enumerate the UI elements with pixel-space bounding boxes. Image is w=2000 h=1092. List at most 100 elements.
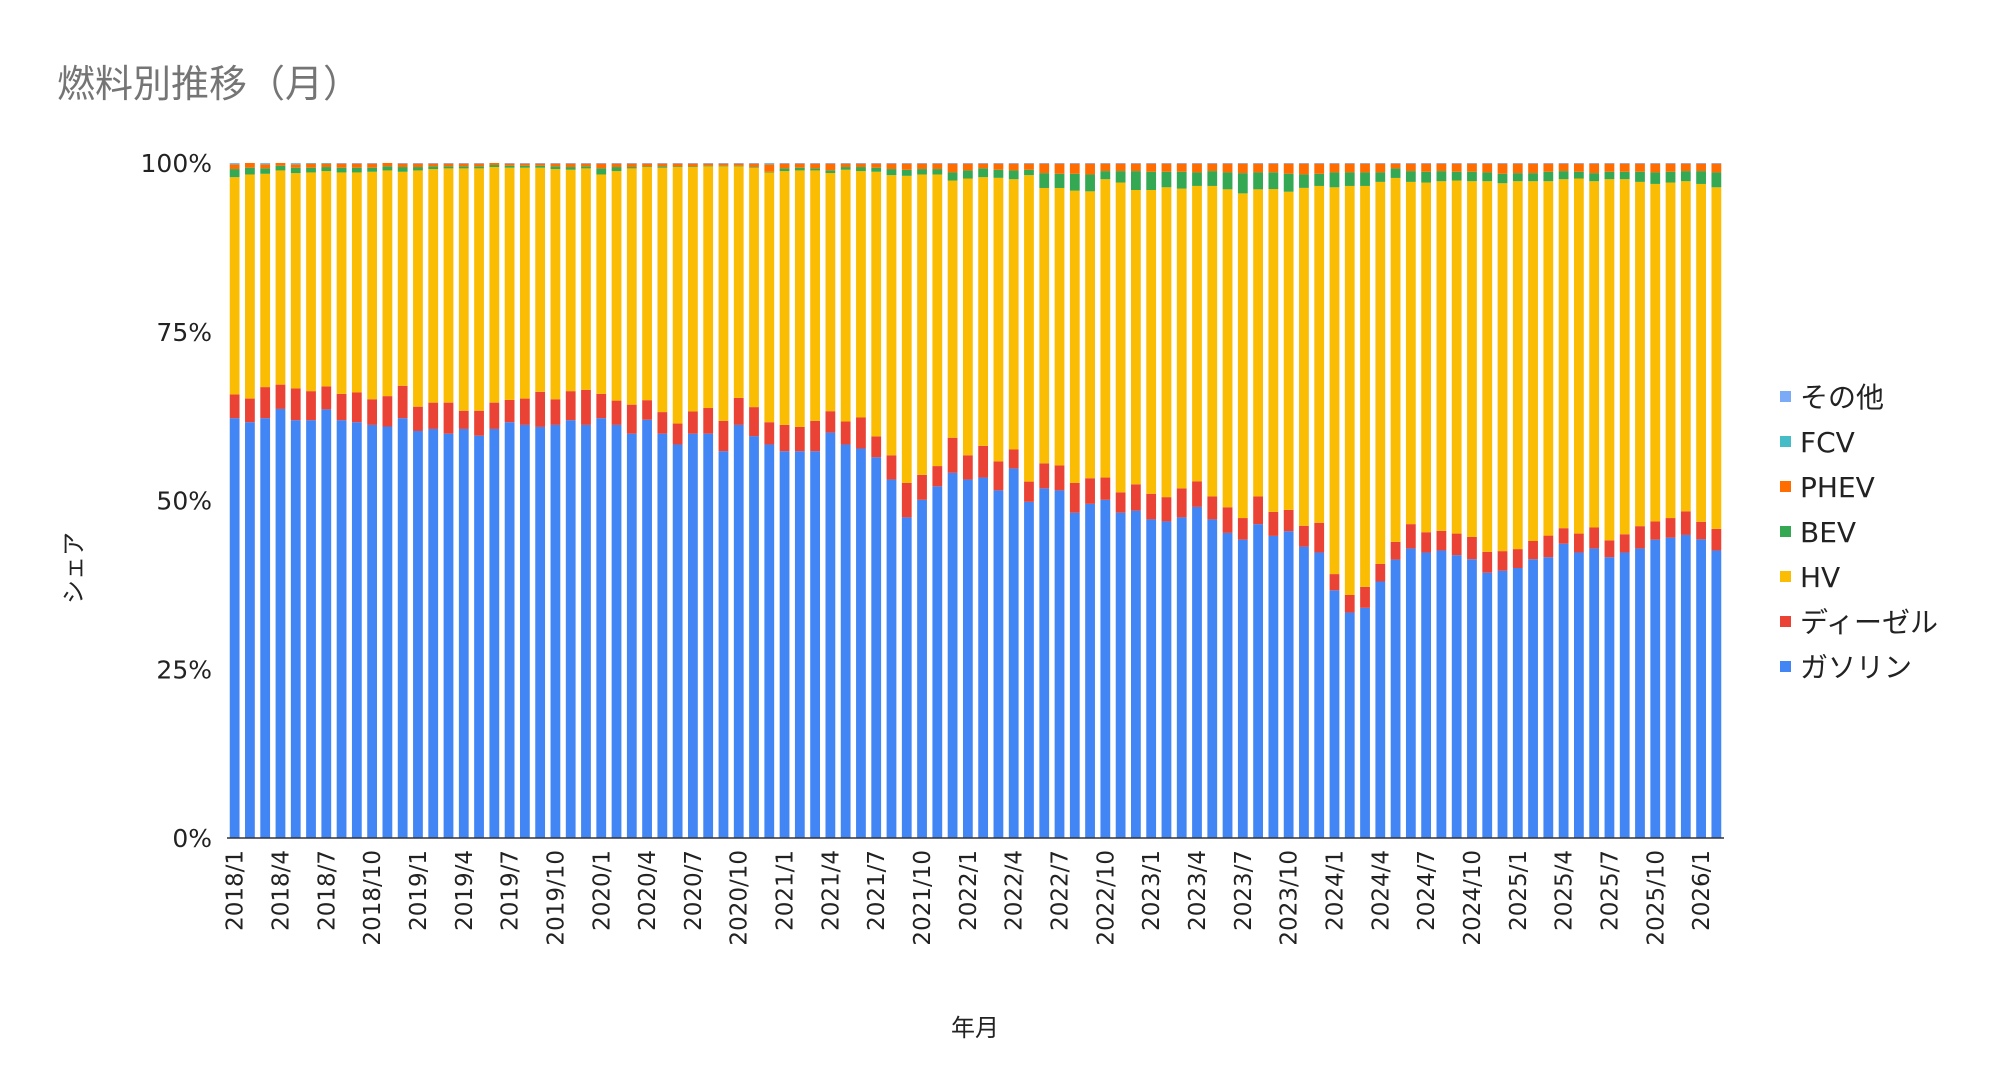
- bar-segment: [1207, 519, 1218, 838]
- bar-segment: [260, 173, 271, 388]
- bar-segment: [1222, 163, 1233, 164]
- bar-segment: [474, 163, 484, 167]
- bar-segment: [1436, 181, 1447, 531]
- bar-segment: [565, 163, 576, 164]
- legend-label: ディーゼル: [1800, 606, 1938, 639]
- bar-segment: [1390, 163, 1401, 164]
- bar-segment: [993, 461, 1004, 491]
- bar-segment: [1360, 586, 1370, 608]
- bar-segment: [1237, 518, 1248, 540]
- bar-segment: [1497, 163, 1508, 164]
- bar-segment: [886, 169, 897, 176]
- bar-segment: [1329, 574, 1340, 591]
- bar-segment: [443, 166, 454, 169]
- bar-segment: [1069, 190, 1080, 483]
- bar-segment: [1085, 163, 1095, 175]
- bar-segment: [474, 166, 484, 169]
- bar-segment: [1375, 563, 1386, 582]
- bar-segment: [688, 163, 698, 164]
- bar-segment: [596, 174, 607, 394]
- bar-segment: [1635, 181, 1645, 527]
- bar-segment: [1024, 501, 1034, 838]
- bar-segment: [428, 428, 439, 838]
- bar-segment: [306, 163, 316, 164]
- bar-segment: [1039, 463, 1050, 489]
- bar-segment: [1467, 181, 1477, 537]
- bar-segment: [626, 167, 637, 169]
- bar-segment: [1176, 163, 1187, 164]
- bar-segment: [306, 163, 316, 168]
- bar-segment: [1619, 179, 1630, 535]
- bar-segment: [428, 163, 439, 167]
- bar-segment: [504, 167, 515, 400]
- bar-segment: [978, 445, 989, 478]
- x-tick-label: 2024/7: [1414, 850, 1440, 931]
- legend-label: その他: [1800, 381, 1884, 414]
- bar-segment: [1405, 548, 1416, 838]
- bar-segment: [932, 174, 943, 467]
- bar-segment: [581, 163, 591, 164]
- legend-swatch: [1780, 391, 1791, 402]
- bar-segment: [474, 163, 484, 164]
- bar-segment: [611, 163, 622, 164]
- bar-segment: [1375, 163, 1386, 173]
- bar-segment: [1268, 189, 1279, 512]
- bar-segment: [1253, 172, 1263, 190]
- x-tick-label: 2021/10: [910, 850, 936, 946]
- bar-segment: [1543, 163, 1554, 172]
- bar-segment: [794, 426, 805, 452]
- legend-swatch: [1780, 616, 1791, 627]
- bar-segment: [245, 422, 255, 838]
- bar-segment: [1528, 559, 1538, 838]
- bar-segment: [749, 163, 759, 168]
- bar-segment: [1421, 182, 1432, 533]
- bar-segment: [626, 163, 637, 168]
- bar-segment: [733, 397, 744, 425]
- bar-segment: [1008, 163, 1019, 171]
- bar-segment: [306, 172, 316, 392]
- bar-segment: [397, 418, 408, 838]
- bar-segment: [1176, 163, 1187, 172]
- bar-segment: [1207, 185, 1218, 497]
- bar-segment: [260, 418, 271, 838]
- bar-segment: [1665, 171, 1676, 183]
- bar-segment: [1421, 163, 1432, 172]
- x-tick-label: 2020/1: [589, 850, 615, 931]
- bar-segment: [1299, 546, 1309, 838]
- x-tick-label: 2018/4: [269, 850, 295, 931]
- bar-segment: [260, 163, 271, 165]
- bar-segment: [1375, 581, 1386, 838]
- bar-segment: [1299, 187, 1309, 526]
- x-tick-label: 2022/4: [1002, 850, 1028, 931]
- bar-segment: [1635, 163, 1645, 164]
- x-tick-label: 2026/1: [1689, 850, 1715, 931]
- bar-segment: [367, 424, 378, 838]
- bar-segment: [1573, 163, 1584, 164]
- bar-segment: [611, 400, 622, 425]
- bar-segment: [1573, 178, 1584, 534]
- bar-segment: [1604, 163, 1615, 164]
- bar-segment: [1390, 177, 1401, 542]
- bar-segment: [611, 163, 622, 168]
- bar-segment: [290, 167, 301, 174]
- bar-segment: [871, 171, 882, 437]
- bar-segment: [1543, 557, 1554, 838]
- bar-segment: [1329, 163, 1340, 164]
- bar-segment: [1069, 173, 1080, 191]
- bar-segment: [1375, 163, 1386, 164]
- bar-segment: [413, 170, 423, 407]
- bar-segment: [642, 400, 652, 420]
- bar-segment: [794, 167, 805, 171]
- bar-segment: [1329, 163, 1340, 173]
- bar-segment: [779, 451, 790, 838]
- bar-segment: [1558, 163, 1569, 172]
- x-axis-title: 年月: [951, 1014, 999, 1042]
- bar-segment: [1146, 519, 1157, 838]
- bar-segment: [1558, 179, 1569, 529]
- bar-segment: [672, 167, 683, 424]
- bar-segment: [565, 420, 576, 838]
- bar-segment: [1696, 171, 1706, 184]
- bar-segment: [993, 169, 1004, 178]
- bar-segment: [810, 163, 820, 164]
- bar-segment: [336, 393, 347, 421]
